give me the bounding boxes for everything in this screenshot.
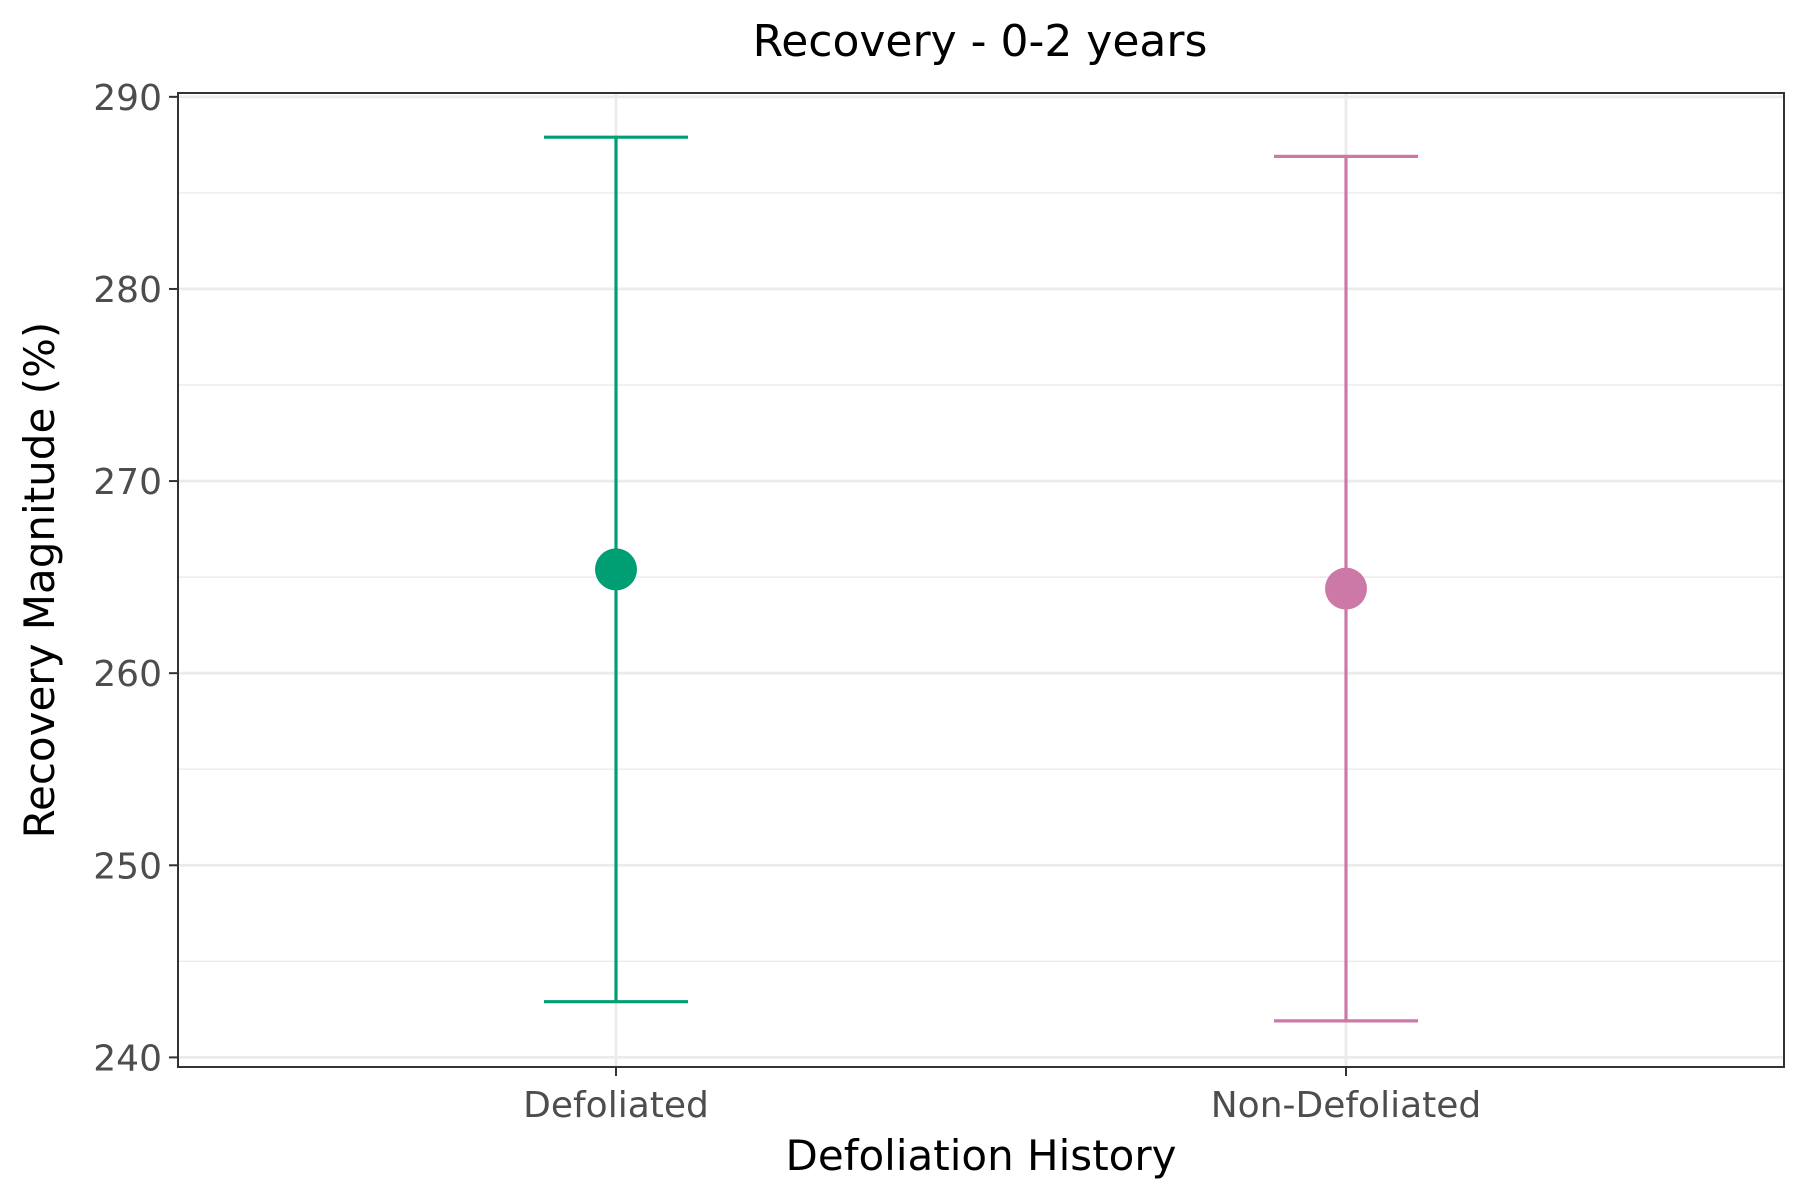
mean-point: [1325, 567, 1367, 610]
y-tick-label: 280: [93, 270, 162, 311]
x-axis-title: Defoliation History: [786, 1131, 1177, 1180]
y-tick-label: 240: [93, 1038, 162, 1079]
marks-layer: [544, 135, 1418, 1023]
y-tick-label: 250: [93, 846, 162, 887]
x-tick-label: Non-Defoliated: [1211, 1085, 1482, 1126]
plot-border: [177, 92, 1785, 1068]
x-tick-label: Defoliated: [523, 1085, 709, 1126]
chart-title: Recovery - 0-2 years: [753, 16, 1208, 67]
y-tick-label: 290: [93, 78, 162, 119]
y-tick-label: 270: [93, 462, 162, 503]
axis-layer: 240 250 260 270 280 290 Defoliated Non-Defoliat…: [93, 78, 1481, 1126]
y-tick-label: 260: [93, 654, 162, 695]
mean-point: [595, 548, 637, 591]
plot-panel: [178, 93, 1784, 1067]
y-axis-title: Recovery Magnitude (%): [15, 322, 64, 839]
